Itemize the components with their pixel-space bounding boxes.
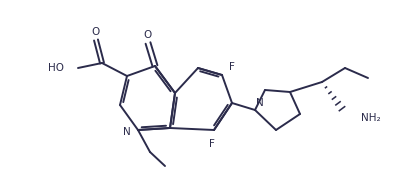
Text: F: F [229,62,235,72]
Text: N: N [123,127,131,137]
Text: NH₂: NH₂ [361,113,381,123]
Text: N: N [256,98,264,108]
Text: HO: HO [48,63,64,73]
Text: O: O [92,27,100,37]
Text: F: F [209,139,215,149]
Text: O: O [144,30,152,40]
